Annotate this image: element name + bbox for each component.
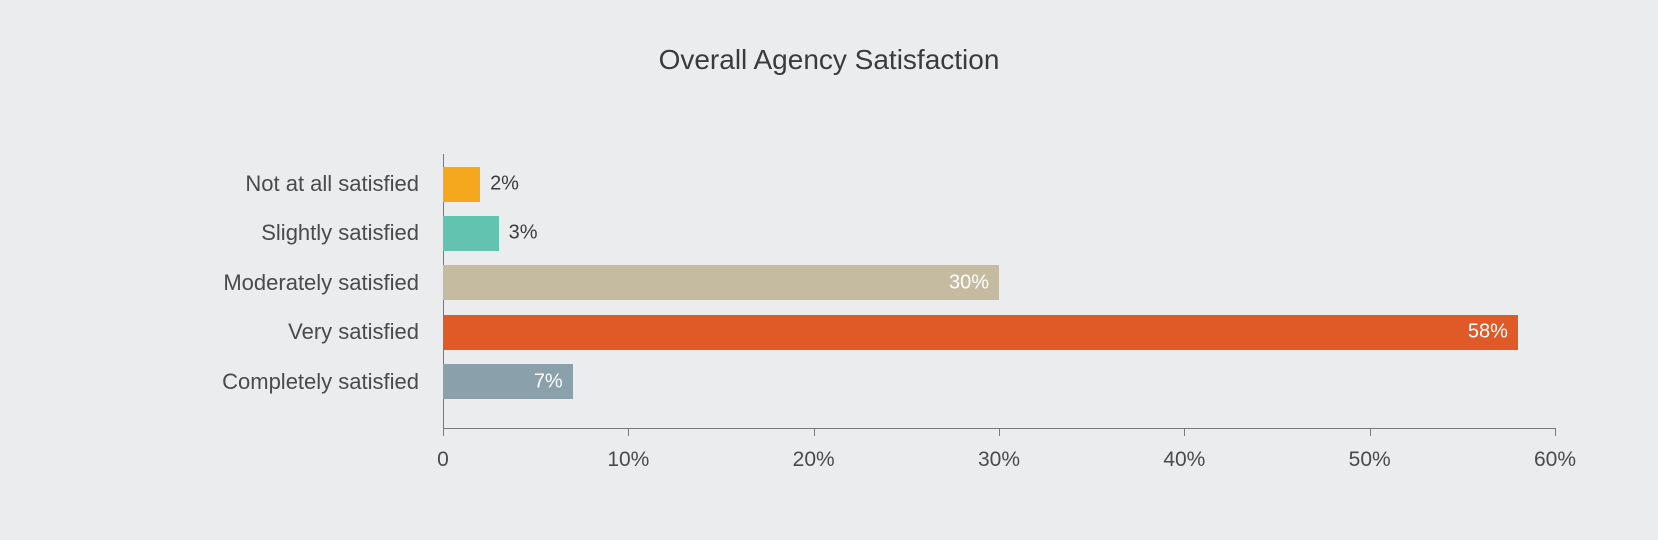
- bar: 30%: [443, 265, 999, 300]
- y-axis-label: Moderately satisfied: [223, 270, 419, 296]
- y-axis-label: Completely satisfied: [222, 369, 419, 395]
- chart-container: Overall Agency Satisfaction Not at all s…: [0, 0, 1658, 540]
- x-tick: [999, 428, 1000, 436]
- x-tick: [628, 428, 629, 436]
- x-tick-label: 50%: [1349, 448, 1391, 472]
- y-axis-label: Very satisfied: [288, 319, 419, 345]
- x-tick-label: 60%: [1534, 448, 1576, 472]
- x-tick: [814, 428, 815, 436]
- x-tick: [1370, 428, 1371, 436]
- bar: [443, 216, 499, 251]
- x-tick-label: 30%: [978, 448, 1020, 472]
- bar: 58%: [443, 315, 1518, 350]
- x-tick: [443, 428, 444, 436]
- x-tick: [1184, 428, 1185, 436]
- bars-area: 010%20%30%40%50%60%2%3%30%58%7%: [443, 154, 1555, 428]
- plot-area: Not at all satisfied Slightly satisfied Mo…: [0, 0, 1658, 540]
- y-axis-label: Slightly satisfied: [261, 220, 419, 246]
- bar: 7%: [443, 364, 573, 399]
- bar: [443, 167, 480, 202]
- x-tick: [1555, 428, 1556, 436]
- x-tick-label: 10%: [607, 448, 649, 472]
- x-tick-label: 40%: [1163, 448, 1205, 472]
- bar-value-label: 3%: [509, 222, 538, 245]
- bar-value-label: 7%: [534, 370, 563, 393]
- bar-value-label: 2%: [490, 173, 519, 196]
- y-axis-labels: Not at all satisfied Slightly satisfied Mo…: [0, 154, 419, 428]
- bar-value-label: 58%: [1468, 321, 1508, 344]
- x-tick-label: 20%: [793, 448, 835, 472]
- x-tick-label: 0: [437, 448, 449, 472]
- bar-value-label: 30%: [949, 271, 989, 294]
- y-axis-label: Not at all satisfied: [245, 171, 419, 197]
